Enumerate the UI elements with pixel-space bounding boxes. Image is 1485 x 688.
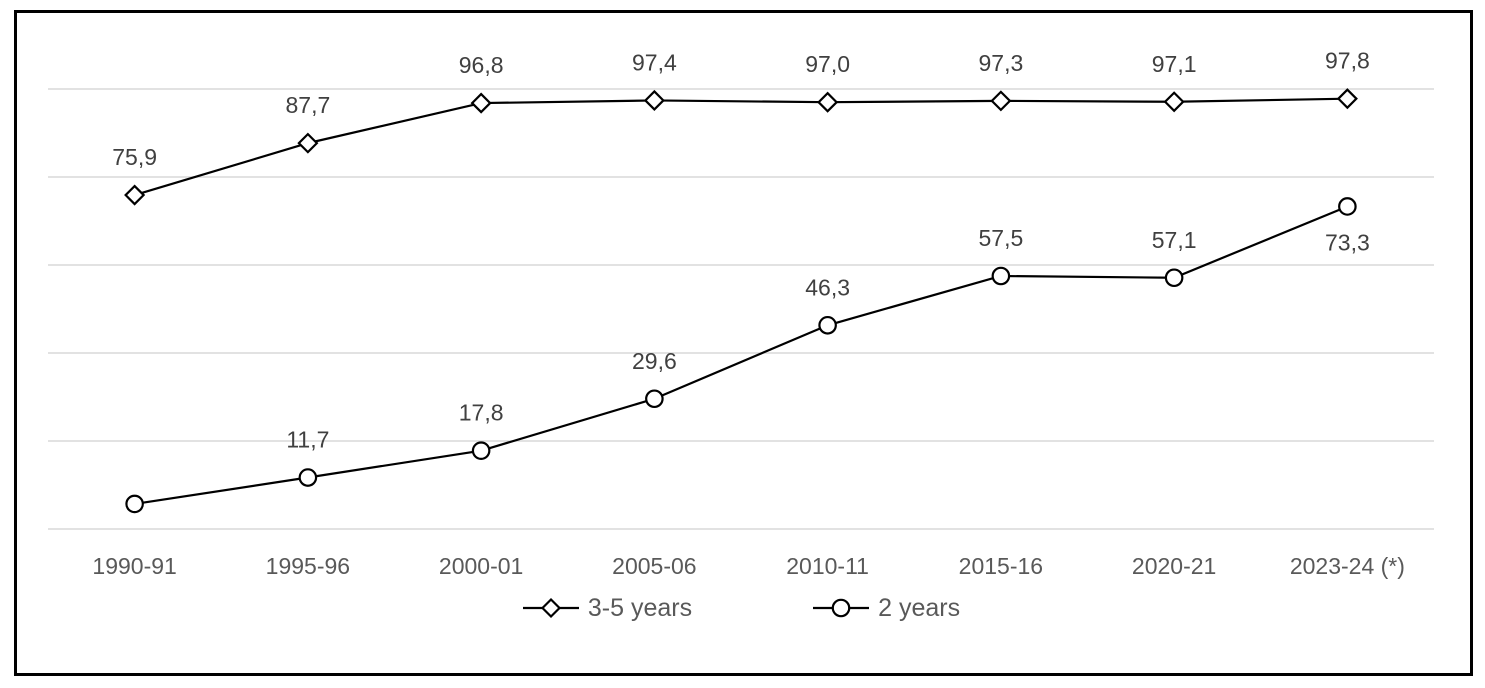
diamond-marker <box>124 184 146 206</box>
diamond-marker <box>1336 88 1358 110</box>
data-label: 97,4 <box>632 49 677 75</box>
x-axis-label: 1995-96 <box>266 553 350 579</box>
series-data-labels-3-5-years: 75,9 87,7 96,8 97,4 97,0 97,3 97,1 97,8 <box>112 48 1370 170</box>
data-label: 97,1 <box>1152 51 1197 77</box>
diamond-marker-icon <box>522 597 579 619</box>
data-label: 29,6 <box>632 348 677 374</box>
legend-item-2-years: 2 years <box>812 594 960 623</box>
x-axis-labels: 1990-91 1995-96 2000-01 2005-06 2010-11 2015-… <box>92 553 1405 579</box>
diamond-marker <box>990 90 1012 112</box>
legend-label-2-years: 2 years <box>878 593 961 622</box>
circle-marker <box>1338 197 1357 216</box>
data-label: 87,7 <box>285 92 330 118</box>
legend-label-3-5-years: 3-5 years <box>587 593 693 622</box>
legend-item-3-5-years: 3-5 years <box>522 594 692 623</box>
circle-marker <box>991 266 1011 286</box>
x-axis-label: 2010-11 <box>786 553 869 579</box>
data-label: 97,0 <box>805 51 850 77</box>
circle-marker <box>298 468 318 487</box>
chart-legend: 3-5 years 2 years <box>48 589 1434 627</box>
data-label: 73,3 <box>1325 229 1370 255</box>
circle-marker <box>471 441 491 460</box>
data-label: 97,8 <box>1325 48 1370 74</box>
x-axis-label: 2020-21 <box>1132 553 1216 579</box>
data-label: 97,3 <box>978 50 1023 76</box>
diamond-marker <box>643 89 665 111</box>
data-label: 57,5 <box>978 225 1023 251</box>
x-axis-label: 2015-16 <box>959 553 1043 579</box>
x-axis-label: 2000-01 <box>439 553 523 579</box>
gridlines <box>48 88 1434 530</box>
data-label: 46,3 <box>805 274 850 300</box>
data-label: 57,1 <box>1152 227 1197 253</box>
series-data-labels-2-years: 11,7 17,8 29,6 46,3 57,5 57,1 73,3 <box>286 225 1369 453</box>
diamond-marker <box>817 91 839 113</box>
circle-marker <box>645 389 664 409</box>
data-label: 75,9 <box>112 144 157 170</box>
data-label: 17,8 <box>459 400 504 426</box>
chart-frame <box>14 10 1473 676</box>
series-markers-3-5-years <box>124 88 1358 206</box>
circle-marker-icon <box>813 598 870 618</box>
diamond-marker <box>470 92 492 114</box>
data-label: 11,7 <box>286 427 329 453</box>
circle-marker <box>818 315 837 335</box>
diamond-marker <box>297 132 319 154</box>
series-line-2-years <box>134 205 1348 506</box>
series-markers-2-years <box>125 197 1357 514</box>
x-axis-label: 2023-24 (*) <box>1290 553 1405 579</box>
x-axis-label: 1990-91 <box>92 553 176 579</box>
data-label: 96,8 <box>459 52 504 78</box>
circle-marker <box>1164 268 1184 288</box>
circle-marker <box>125 494 144 514</box>
x-axis-label: 2005-06 <box>612 553 696 579</box>
series-line-3-5-years <box>134 97 1348 197</box>
diamond-marker <box>1163 91 1185 113</box>
